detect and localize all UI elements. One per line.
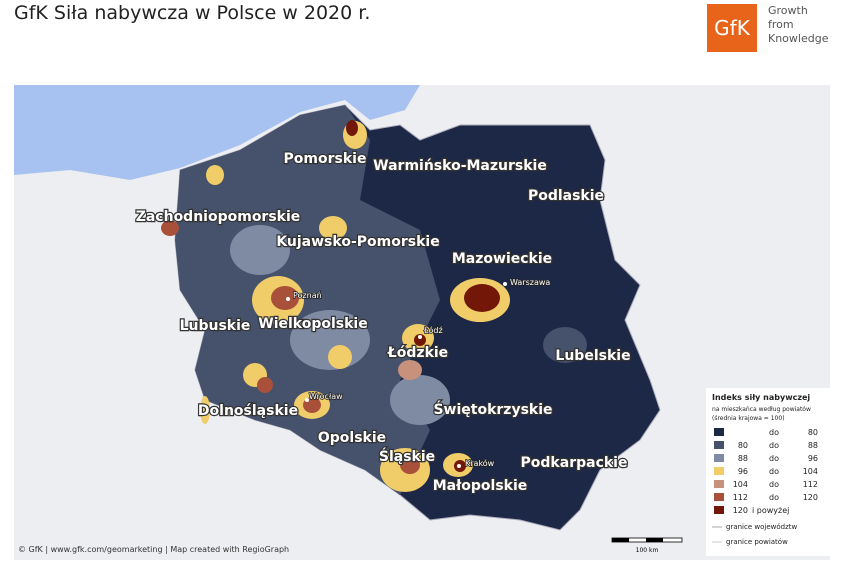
legend-swatch	[714, 506, 724, 514]
region-label: Warmińsko-Mazurskie	[373, 158, 547, 174]
region-label: Zachodniopomorskie	[136, 209, 301, 225]
area	[328, 345, 352, 369]
area	[543, 327, 587, 363]
legend-to: 120	[803, 493, 818, 502]
logo-text: Growth from Knowledge	[768, 4, 828, 46]
west-area	[175, 105, 440, 495]
sea	[14, 85, 420, 180]
legend-suffix: i powyżej	[752, 506, 789, 515]
region-label: Wielkopolskie	[258, 316, 367, 332]
legend-to: 80	[808, 428, 818, 437]
area	[319, 216, 347, 240]
areas	[161, 120, 587, 492]
region-label: Dolnośląskie	[198, 403, 298, 419]
area	[257, 377, 273, 393]
legend-connector: do	[769, 480, 779, 489]
legend-box	[706, 388, 830, 556]
city-labels: Poznań Warszawa Łódź Wrocław Kraków	[286, 277, 551, 469]
area	[414, 334, 426, 346]
legend-connector: do	[769, 428, 779, 437]
area	[271, 286, 299, 310]
legend-connector: do	[769, 441, 779, 450]
logo: GfK	[707, 4, 757, 52]
area	[200, 396, 210, 424]
legend-swatch	[714, 441, 724, 449]
legend-note: (średnia krajowa = 100)	[712, 415, 785, 422]
region-label: Lubelskie	[555, 348, 630, 364]
city-label: Łódź	[423, 325, 443, 335]
credit: © GfK | www.gfk.com/geomarketing | Map c…	[18, 545, 289, 554]
area	[464, 284, 500, 312]
legend-swatch	[714, 467, 724, 475]
area	[161, 220, 179, 236]
city-label: Warszawa	[510, 278, 550, 287]
legend-swatch	[714, 428, 724, 436]
legend-subtitle: na mieszkańca według powiatów	[712, 406, 811, 413]
legend-to: 96	[808, 454, 818, 463]
legend-connector: do	[769, 493, 779, 502]
area	[400, 456, 420, 474]
city-dot	[305, 398, 309, 402]
city-dot	[418, 335, 422, 339]
legend-swatch	[714, 493, 724, 501]
legend-from: 104	[733, 480, 748, 489]
legend-swatch	[714, 454, 724, 462]
region-label: Opolskie	[318, 430, 386, 446]
legend: Indeks siły nabywczej na mieszkańca wedł…	[706, 388, 830, 556]
legend-line-label: granice województw	[726, 523, 798, 531]
legend-line-label: granice powiatów	[726, 538, 788, 546]
area	[398, 360, 422, 380]
scale-label: 100 km	[636, 547, 659, 554]
legend-from: 96	[738, 467, 748, 476]
region-label: Łódzkie	[387, 345, 448, 361]
legend-connector: do	[769, 467, 779, 476]
logo-line: Knowledge	[768, 32, 829, 45]
scale-rect	[646, 538, 663, 542]
region-label: Mazowieckie	[452, 251, 552, 267]
region-labels: Pomorskie Warmińsko-Mazurskie Podlaskie …	[135, 150, 632, 495]
city-label: Wrocław	[309, 392, 343, 401]
legend-from: 120	[733, 506, 748, 515]
region-label: Podkarpackie	[521, 455, 628, 471]
area	[390, 375, 450, 425]
scale-rect	[612, 538, 629, 542]
legend-from: 112	[733, 493, 748, 502]
legend-title: Indeks siły nabywczej	[712, 393, 810, 402]
area	[346, 120, 358, 136]
city-label: Poznań	[293, 291, 322, 300]
logo-line: Growth	[768, 4, 808, 17]
region-label: Śląskie	[379, 447, 435, 465]
city-dot	[286, 297, 290, 301]
legend-from: 88	[738, 454, 748, 463]
legend-from: 80	[738, 441, 748, 450]
region-label: Kujawsko-Pomorskie	[276, 234, 439, 250]
city-dot	[503, 282, 507, 286]
legend-connector: do	[769, 454, 779, 463]
legend-to: 112	[803, 480, 818, 489]
city-label: Kraków	[465, 458, 495, 468]
legend-swatch	[714, 480, 724, 488]
region-label: Lubuskie	[180, 318, 251, 334]
title: GfK Siła nabywcza w Polsce w 2020 r.	[14, 2, 371, 24]
area	[230, 225, 290, 275]
region-label: Pomorskie	[284, 151, 367, 167]
region-label: Małopolskie	[433, 478, 528, 494]
region-label: Podlaskie	[528, 188, 604, 204]
legend-to: 88	[808, 441, 818, 450]
city-dot	[457, 464, 461, 468]
region-label: Świętokrzyskie	[433, 400, 552, 418]
legend-to: 104	[803, 467, 818, 476]
scale-bar: 100 km	[611, 537, 683, 554]
area	[206, 165, 224, 185]
logo-line: from	[768, 18, 794, 31]
